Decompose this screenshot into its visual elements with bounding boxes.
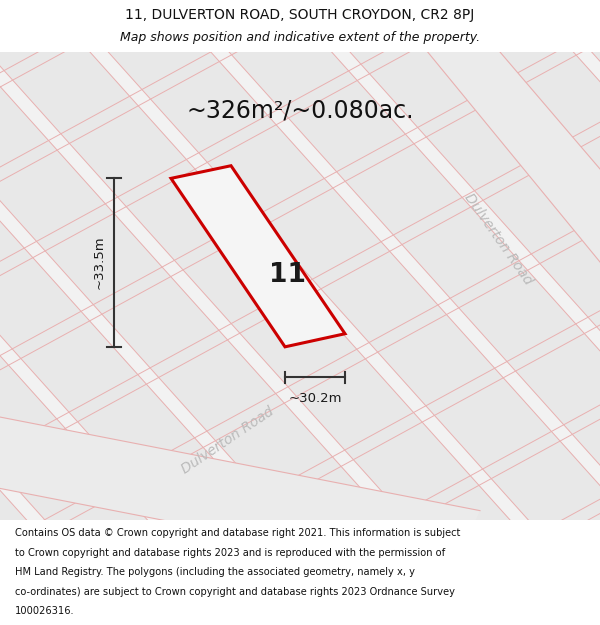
Polygon shape <box>514 0 600 462</box>
Polygon shape <box>0 0 600 499</box>
Polygon shape <box>0 10 600 625</box>
Polygon shape <box>0 0 600 246</box>
Polygon shape <box>0 154 5 625</box>
Polygon shape <box>189 0 600 625</box>
Polygon shape <box>0 0 600 309</box>
Polygon shape <box>0 0 535 129</box>
Text: co-ordinates) are subject to Crown copyright and database rights 2023 Ordnance S: co-ordinates) are subject to Crown copyr… <box>15 587 455 597</box>
Polygon shape <box>0 0 504 625</box>
Polygon shape <box>0 417 480 576</box>
Polygon shape <box>171 166 345 347</box>
Polygon shape <box>139 526 600 625</box>
Text: ~33.5m: ~33.5m <box>92 236 106 289</box>
Polygon shape <box>0 209 600 625</box>
Text: HM Land Registry. The polygons (including the associated geometry, namely x, y: HM Land Registry. The polygons (includin… <box>15 568 415 578</box>
Polygon shape <box>131 516 600 625</box>
Polygon shape <box>0 199 600 625</box>
Polygon shape <box>0 82 600 625</box>
Polygon shape <box>283 0 600 589</box>
Polygon shape <box>0 0 342 625</box>
Polygon shape <box>0 0 600 562</box>
Polygon shape <box>0 19 600 625</box>
Polygon shape <box>595 0 600 418</box>
Polygon shape <box>0 0 600 509</box>
Text: Dulverton Road: Dulverton Road <box>179 404 277 476</box>
Text: Dulverton Road: Dulverton Road <box>461 191 535 288</box>
Polygon shape <box>187 579 600 625</box>
Text: Map shows position and indicative extent of the property.: Map shows position and indicative extent… <box>120 31 480 44</box>
Polygon shape <box>0 65 167 625</box>
Polygon shape <box>0 326 600 625</box>
Polygon shape <box>26 399 600 625</box>
Polygon shape <box>0 0 411 625</box>
Polygon shape <box>121 0 600 625</box>
Polygon shape <box>82 462 600 625</box>
Text: 11: 11 <box>269 262 307 288</box>
Polygon shape <box>0 14 261 625</box>
Text: 11, DULVERTON ROAD, SOUTH CROYDON, CR2 8PJ: 11, DULVERTON ROAD, SOUTH CROYDON, CR2 8… <box>125 8 475 21</box>
Polygon shape <box>0 263 600 625</box>
Polygon shape <box>445 0 600 500</box>
Polygon shape <box>364 0 600 544</box>
Polygon shape <box>40 0 600 625</box>
Polygon shape <box>0 147 17 625</box>
Polygon shape <box>0 0 600 256</box>
Polygon shape <box>0 21 248 625</box>
Polygon shape <box>0 73 600 625</box>
Polygon shape <box>0 0 573 625</box>
Polygon shape <box>0 103 98 625</box>
Polygon shape <box>0 136 600 625</box>
Polygon shape <box>0 146 600 625</box>
Polygon shape <box>108 0 600 625</box>
Polygon shape <box>0 336 600 625</box>
Polygon shape <box>27 0 600 625</box>
Polygon shape <box>271 0 600 595</box>
Polygon shape <box>0 0 583 182</box>
Text: ~30.2m: ~30.2m <box>288 392 342 405</box>
Polygon shape <box>0 0 600 319</box>
Polygon shape <box>0 0 329 625</box>
Polygon shape <box>0 0 600 372</box>
Polygon shape <box>0 0 526 119</box>
Polygon shape <box>526 0 600 456</box>
Polygon shape <box>0 0 469 56</box>
Polygon shape <box>0 0 592 192</box>
Polygon shape <box>352 0 600 551</box>
Polygon shape <box>420 42 600 277</box>
Polygon shape <box>0 109 86 625</box>
Polygon shape <box>0 0 421 2</box>
Polygon shape <box>0 0 423 625</box>
Polygon shape <box>74 452 600 625</box>
Text: ~326m²/~0.080ac.: ~326m²/~0.080ac. <box>186 99 414 122</box>
Polygon shape <box>0 0 478 66</box>
Polygon shape <box>0 59 180 625</box>
Text: to Crown copyright and database rights 2023 and is reproduced with the permissio: to Crown copyright and database rights 2… <box>15 548 445 558</box>
Text: Contains OS data © Crown copyright and database right 2021. This information is : Contains OS data © Crown copyright and d… <box>15 528 460 538</box>
Polygon shape <box>0 0 600 436</box>
Polygon shape <box>0 0 600 572</box>
Polygon shape <box>0 0 600 445</box>
Polygon shape <box>202 0 600 625</box>
Text: 100026316.: 100026316. <box>15 606 74 616</box>
Polygon shape <box>0 0 600 382</box>
Polygon shape <box>196 589 600 625</box>
Polygon shape <box>433 0 600 507</box>
Polygon shape <box>0 272 600 625</box>
